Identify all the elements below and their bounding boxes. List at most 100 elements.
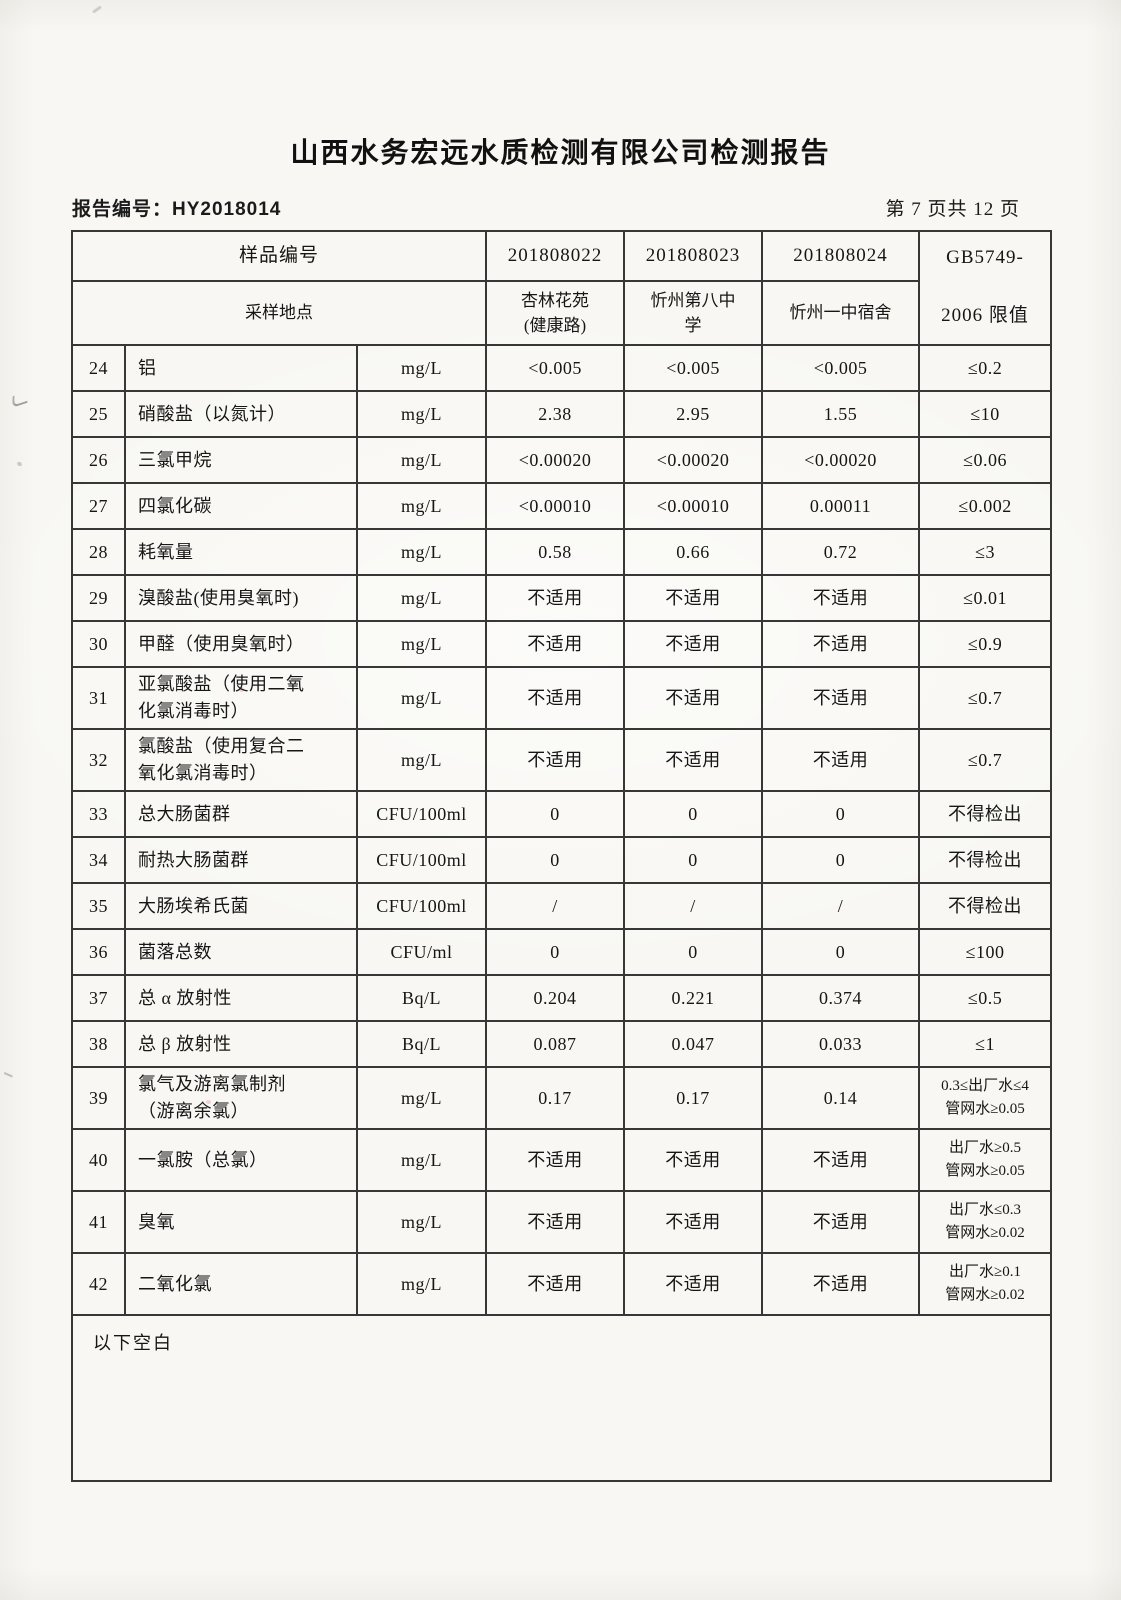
sample3-value: 不适用 <box>761 1190 921 1254</box>
sample2-value: <0.005 <box>623 344 764 392</box>
sample2-value: 0.17 <box>623 1066 764 1130</box>
table-header: 样品编号 201808022 201808023 201808024 GB574… <box>70 230 1053 346</box>
parameter-name: 总 α 放射性 <box>124 974 358 1022</box>
location-label: 采样地点 <box>70 280 488 346</box>
sample2-value: 不适用 <box>623 728 764 792</box>
unit: mg/L <box>355 528 488 576</box>
limit-value: ≤3 <box>918 528 1053 576</box>
row-number: 30 <box>71 620 126 668</box>
sample1-value: 不适用 <box>485 728 626 792</box>
table-row: 32 氯酸盐（使用复合二 氧化氯消毒时） mg/L 不适用 不适用 不适用 ≤0… <box>71 728 1053 792</box>
sample1-value: 2.38 <box>485 390 626 438</box>
sample3-value: 1.55 <box>761 390 921 438</box>
table-row: 36 菌落总数 CFU/ml 0 0 0 ≤100 <box>71 928 1053 976</box>
unit: mg/L <box>355 620 488 668</box>
parameter-name: 亚氯酸盐（使用二氧 化氯消毒时） <box>124 666 358 730</box>
unit: mg/L <box>355 482 488 530</box>
row-number: 25 <box>71 390 126 438</box>
standard-limit-label: 2006 限值 <box>941 304 1029 326</box>
parameter-name: 臭氧 <box>124 1190 358 1254</box>
sample3-value: 不适用 <box>761 1252 921 1316</box>
standard-limit-header: GB5749- 2006 限值 <box>918 230 1053 346</box>
sample3-value: 0.72 <box>761 528 921 576</box>
row-number: 33 <box>71 790 126 838</box>
parameter-name: 耐热大肠菌群 <box>124 836 358 884</box>
parameter-name: 甲醛（使用臭氧时） <box>124 620 358 668</box>
unit: mg/L <box>355 1128 488 1192</box>
sample-id-2: 201808023 <box>623 230 764 282</box>
sample2-value: 0.221 <box>623 974 764 1022</box>
table-row: 40 一氯胺（总氯） mg/L 不适用 不适用 不适用 出厂水≥0.5 管网水≥… <box>71 1128 1053 1192</box>
unit: mg/L <box>355 728 488 792</box>
row-number: 35 <box>71 882 126 930</box>
limit-value: ≤10 <box>918 390 1053 438</box>
sample2-value: 2.95 <box>623 390 764 438</box>
parameter-name: 菌落总数 <box>124 928 358 976</box>
sample3-value: / <box>761 882 921 930</box>
sample3-value: 不适用 <box>761 728 921 792</box>
parameter-name: 总 β 放射性 <box>124 1020 358 1068</box>
blank-row: 以下空白 <box>70 1314 1053 1482</box>
parameter-name: 总大肠菌群 <box>124 790 358 838</box>
limit-value: ≤100 <box>918 928 1053 976</box>
unit: mg/L <box>355 344 488 392</box>
scan-artifact <box>16 461 23 467</box>
sample2-value: 0.66 <box>623 528 764 576</box>
parameter-name: 大肠埃希氏菌 <box>124 882 358 930</box>
limit-value: ≤1 <box>918 1020 1053 1068</box>
results-table: 样品编号 201808022 201808023 201808024 GB574… <box>70 230 1053 1482</box>
sample1-value: 不适用 <box>485 666 626 730</box>
unit: Bq/L <box>355 974 488 1022</box>
limit-value: 不得检出 <box>918 882 1053 930</box>
limit-value: 0.3≤出厂水≤4 管网水≥0.05 <box>918 1066 1053 1130</box>
report-title: 山西水务宏远水质检测有限公司检测报告 <box>290 137 831 168</box>
parameter-name: 三氯甲烷 <box>124 436 358 484</box>
unit: mg/L <box>355 574 488 622</box>
row-number: 29 <box>71 574 126 622</box>
table-row: 30 甲醛（使用臭氧时） mg/L 不适用 不适用 不适用 ≤0.9 <box>71 620 1053 668</box>
unit: Bq/L <box>355 1020 488 1068</box>
sample3-value: 0.00011 <box>761 482 921 530</box>
scan-artifact <box>3 1066 16 1078</box>
sample2-value: <0.00020 <box>623 436 764 484</box>
header-row-locations: 采样地点 杏林花苑 (健康路) 忻州第八中 学 忻州一中宿舍 <box>70 280 1051 346</box>
table-row: 27 四氯化碳 mg/L <0.00010 <0.00010 0.00011 ≤… <box>71 482 1053 530</box>
row-number: 34 <box>71 836 126 884</box>
sample2-value: 不适用 <box>623 620 764 668</box>
parameter-name: 一氯胺（总氯） <box>124 1128 358 1192</box>
sample2-value: 0.047 <box>623 1020 764 1068</box>
row-number: 37 <box>71 974 126 1022</box>
standard-name: GB5749- <box>946 247 1024 268</box>
page-indicator: 第 7 页共 12 页 <box>885 199 1020 220</box>
limit-value: ≤0.2 <box>918 344 1053 392</box>
sample2-value: 不适用 <box>623 1128 764 1192</box>
table-row: 35 大肠埃希氏菌 CFU/100ml / / / 不得检出 <box>71 882 1053 930</box>
table-row: 34 耐热大肠菌群 CFU/100ml 0 0 0 不得检出 <box>71 836 1053 884</box>
parameter-name: 氯酸盐（使用复合二 氧化氯消毒时） <box>124 728 358 792</box>
table-row: 28 耗氧量 mg/L 0.58 0.66 0.72 ≤3 <box>71 528 1053 576</box>
unit: CFU/100ml <box>355 790 488 838</box>
sample1-value: 0 <box>485 836 626 884</box>
parameter-name: 二氧化氯 <box>124 1252 358 1316</box>
sample1-value: 不适用 <box>485 1128 626 1192</box>
sample3-value: <0.00020 <box>761 436 921 484</box>
location-3: 忻州一中宿舍 <box>761 280 921 346</box>
sample1-value: 0.087 <box>485 1020 626 1068</box>
table-row: 26 三氯甲烷 mg/L <0.00020 <0.00020 <0.00020 … <box>71 436 1053 484</box>
row-number: 27 <box>71 482 126 530</box>
parameter-name: 硝酸盐（以氮计） <box>124 390 358 438</box>
limit-value: ≤0.002 <box>918 482 1053 530</box>
sample2-value: 0 <box>623 790 764 838</box>
sample1-value: / <box>485 882 626 930</box>
limit-value: ≤0.7 <box>918 666 1053 730</box>
limit-value: 出厂水≥0.1 管网水≥0.02 <box>918 1252 1053 1316</box>
row-number: 32 <box>71 728 126 792</box>
sample1-value: 不适用 <box>485 574 626 622</box>
unit: mg/L <box>355 666 488 730</box>
parameter-name: 耗氧量 <box>124 528 358 576</box>
sample1-value: 0.204 <box>485 974 626 1022</box>
sample1-value: 0.58 <box>485 528 626 576</box>
sample3-value: 不适用 <box>761 620 921 668</box>
scan-artifact <box>12 391 28 408</box>
